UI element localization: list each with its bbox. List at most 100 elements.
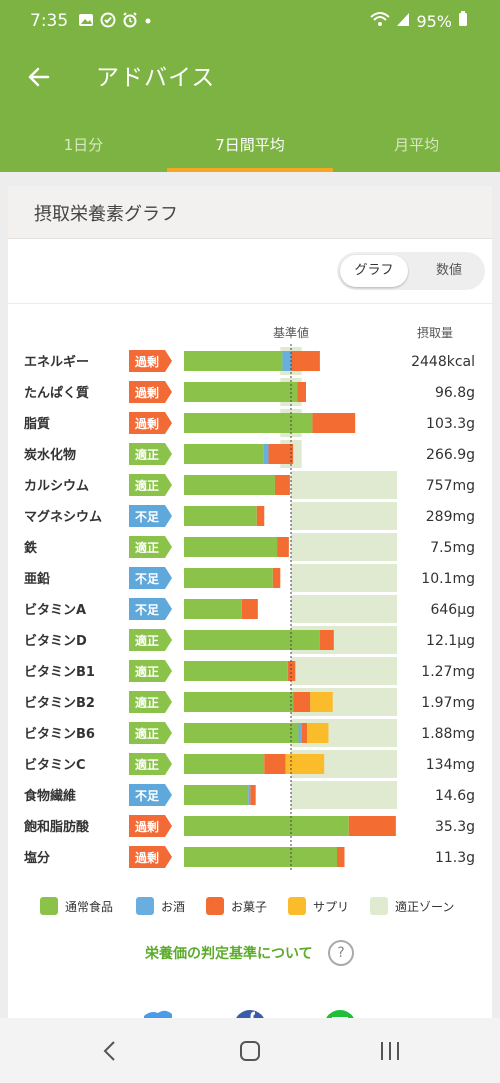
status-badge <box>129 474 172 496</box>
status-bar: 7:35 95% <box>0 0 500 44</box>
graph-view-button[interactable]: グラフ <box>340 255 408 287</box>
proper-zone <box>291 781 397 809</box>
nutrient-label: ビタミンB1 <box>24 664 95 680</box>
nutrient-label: たんぱく質 <box>24 385 89 401</box>
bar-segment-通常食品 <box>184 754 265 774</box>
nutrient-label: 鉄 <box>24 540 37 556</box>
status-badge-label: 不足 <box>135 603 159 617</box>
intake-amount: 7.5mg <box>430 540 475 556</box>
period-tabs: 1日分 7日間平均 月平均 <box>0 128 500 172</box>
bar-segment-お菓子 <box>256 506 265 526</box>
status-badge <box>129 629 172 651</box>
intake-amount: 11.3g <box>435 850 475 866</box>
status-badge <box>129 660 172 682</box>
status-badge <box>129 412 172 434</box>
bar-segment-サプリ <box>310 692 333 712</box>
legend-swatch <box>136 897 154 915</box>
intake-amount: 266.9g <box>426 447 475 463</box>
page-title: アドバイス <box>96 65 216 91</box>
bar-segment-通常食品 <box>184 568 273 588</box>
bar-segment-お菓子 <box>291 351 320 371</box>
legend-label: サプリ <box>313 900 349 914</box>
intake-amount: 646μg <box>430 602 475 618</box>
status-badge <box>129 381 172 403</box>
bar-segment-通常食品 <box>184 599 242 619</box>
status-badge-label: 不足 <box>135 789 159 803</box>
intake-amount: 134mg <box>426 757 475 773</box>
back-arrow-icon[interactable] <box>24 62 54 92</box>
nutrient-label: エネルギー <box>24 354 89 370</box>
nutrient-label: ビタミンD <box>24 633 87 649</box>
nutrient-label: 食物繊維 <box>24 788 76 804</box>
status-badge-label: 適正 <box>135 757 159 772</box>
legend-swatch <box>206 897 224 915</box>
bar-segment-お菓子 <box>293 692 311 712</box>
nutrient-label: ビタミンB6 <box>24 726 95 742</box>
status-badge-label: 適正 <box>135 447 159 462</box>
status-badge-label: 過剰 <box>134 850 159 865</box>
card-header: 摂取栄養素グラフ <box>8 186 492 239</box>
app-bar: アドバイス 1日分 7日間平均 月平均 <box>0 44 500 172</box>
bar-segment-お菓子 <box>319 630 334 650</box>
bar-segment-お菓子 <box>274 475 290 495</box>
baseline-header: 基準値 <box>273 325 309 340</box>
tab-monthly-average[interactable]: 月平均 <box>394 136 440 154</box>
signal-icon <box>396 11 410 31</box>
proper-zone <box>291 471 397 499</box>
status-badge-label: 適正 <box>135 695 159 710</box>
number-view-button[interactable]: 数値 <box>435 263 462 278</box>
legend-swatch <box>370 897 388 915</box>
intake-amount: 1.88mg <box>421 726 475 742</box>
nutrient-label: ビタミンC <box>24 757 86 773</box>
status-badge-label: 過剰 <box>134 385 159 400</box>
bar-segment-お菓子 <box>297 382 306 402</box>
bar-segment-通常食品 <box>184 351 283 371</box>
bar-segment-通常食品 <box>184 723 299 743</box>
nutrient-label: 炭水化物 <box>24 447 76 463</box>
alarm-icon <box>122 12 138 32</box>
nutrient-label: 亜鉛 <box>24 571 50 587</box>
status-badge <box>129 598 172 620</box>
status-badge-label: 適正 <box>135 664 159 679</box>
bar-segment-お酒 <box>248 785 251 805</box>
bar-segment-通常食品 <box>184 785 249 805</box>
intake-amount: 2448kcal <box>411 354 475 370</box>
nutrient-label: マグネシウム <box>24 509 102 525</box>
bar-segment-お菓子 <box>301 723 308 743</box>
criteria-link[interactable]: 栄養価の判定基準について <box>145 946 313 962</box>
status-badge <box>129 753 172 775</box>
bar-segment-お菓子 <box>268 444 294 464</box>
bar-segment-通常食品 <box>184 444 264 464</box>
nav-back-icon[interactable] <box>100 1040 120 1066</box>
system-nav-bar <box>0 1018 500 1083</box>
nav-recents-icon[interactable] <box>378 1040 402 1066</box>
nutrient-label: ビタミンB2 <box>24 695 95 711</box>
bar-segment-サプリ <box>307 723 329 743</box>
bar-segment-お菓子 <box>277 537 289 557</box>
bar-segment-お菓子 <box>337 847 345 867</box>
status-badge-label: 適正 <box>135 633 159 648</box>
intake-amount: 12.1μg <box>426 633 475 649</box>
status-badge-label: 不足 <box>135 510 159 524</box>
gallery-icon <box>78 12 94 32</box>
tab-seven-day-average[interactable]: 7日間平均 <box>166 128 334 172</box>
battery-icon <box>458 11 468 31</box>
bar-segment-通常食品 <box>184 661 288 681</box>
status-badge <box>129 722 172 744</box>
intake-header: 摂取量 <box>417 325 453 340</box>
status-badge <box>129 815 172 837</box>
status-badge-label: 適正 <box>135 478 159 493</box>
bar-segment-お菓子 <box>272 568 281 588</box>
status-badge <box>129 784 172 806</box>
intake-amount: 35.3g <box>435 819 475 835</box>
intake-amount: 1.27mg <box>421 664 475 680</box>
nav-home-icon[interactable] <box>238 1040 262 1066</box>
bar-segment-お菓子 <box>250 785 256 805</box>
tab-one-day[interactable]: 1日分 <box>63 136 104 154</box>
bar-segment-お菓子 <box>287 661 296 681</box>
bar-segment-お菓子 <box>241 599 258 619</box>
status-time: 7:35 <box>30 11 69 31</box>
bar-segment-お菓子 <box>264 754 286 774</box>
help-icon[interactable]: ? <box>328 940 354 966</box>
